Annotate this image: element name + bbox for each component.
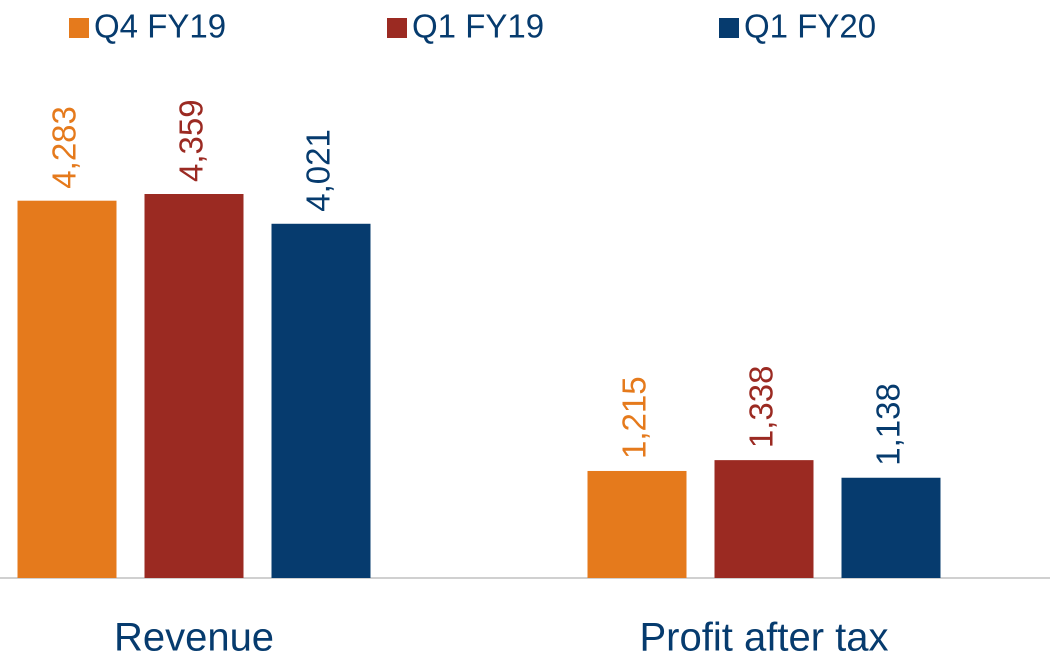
value-label: 1,338 xyxy=(743,366,780,449)
value-label: 1,215 xyxy=(616,376,653,459)
legend-label: Q4 FY19 xyxy=(94,8,226,45)
legend-label: Q1 FY20 xyxy=(744,8,876,45)
x-tick-label: Profit after tax xyxy=(640,616,889,660)
value-label: 4,359 xyxy=(173,99,210,182)
value-label: 4,283 xyxy=(46,106,83,189)
value-label: 1,138 xyxy=(870,383,907,466)
x-tick-label: Revenue xyxy=(114,616,274,660)
legend-label: Q1 FY19 xyxy=(412,8,544,45)
legend-swatch xyxy=(719,18,739,38)
bar xyxy=(714,460,814,578)
value-label: 4,021 xyxy=(300,129,337,212)
legend-swatch xyxy=(387,18,407,38)
bar xyxy=(17,200,117,578)
bar xyxy=(587,470,687,578)
bar xyxy=(144,194,244,578)
bar xyxy=(841,477,941,578)
legend-swatch xyxy=(69,18,89,38)
bar xyxy=(271,223,371,578)
